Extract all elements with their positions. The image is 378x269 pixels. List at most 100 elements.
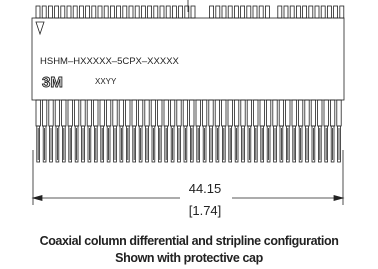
date-code: XXYY bbox=[95, 77, 117, 86]
pin-base bbox=[190, 100, 194, 126]
pin-base bbox=[311, 100, 315, 126]
top-pin bbox=[315, 6, 319, 18]
pin-base bbox=[266, 100, 270, 126]
top-pin bbox=[216, 6, 220, 18]
top-pin bbox=[234, 6, 238, 18]
pin-base bbox=[132, 100, 136, 126]
pin-base bbox=[87, 100, 91, 126]
part-number: HSHM–HXXXXX–5CPX–XXXXX bbox=[40, 56, 180, 67]
dimension-inch: [1.74] bbox=[189, 203, 222, 218]
top-pin bbox=[179, 6, 183, 18]
top-pin bbox=[303, 6, 307, 18]
logo: 3M bbox=[42, 74, 63, 91]
pin-base bbox=[215, 100, 219, 126]
pin-base bbox=[49, 100, 53, 126]
pin-base bbox=[170, 100, 174, 126]
pin-base bbox=[36, 100, 40, 126]
pin-base bbox=[298, 100, 302, 126]
pin-base bbox=[94, 100, 98, 126]
top-pin bbox=[135, 6, 139, 18]
pin-base bbox=[234, 100, 238, 126]
top-pin bbox=[247, 6, 251, 18]
top-pin bbox=[172, 6, 176, 18]
pin-base bbox=[279, 100, 283, 126]
top-pin bbox=[73, 6, 77, 18]
top-pin bbox=[222, 6, 226, 18]
top-pin bbox=[278, 6, 282, 18]
pin-base bbox=[241, 100, 245, 126]
top-pin bbox=[321, 6, 325, 18]
pin-base bbox=[106, 100, 110, 126]
pin-base bbox=[202, 100, 206, 126]
pin-base bbox=[81, 100, 85, 126]
pin-base bbox=[337, 100, 341, 126]
pin-base bbox=[196, 100, 200, 126]
top-pin bbox=[123, 6, 127, 18]
pin-base bbox=[100, 100, 104, 126]
top-pin bbox=[61, 6, 65, 18]
pin-base bbox=[260, 100, 264, 126]
pin-base bbox=[209, 100, 213, 126]
caption-line: Coaxial column differential and striplin… bbox=[40, 234, 339, 248]
pin-base bbox=[42, 100, 46, 126]
top-pin bbox=[265, 6, 269, 18]
pin-base bbox=[222, 100, 226, 126]
pin-base bbox=[247, 100, 251, 126]
top-pin bbox=[55, 6, 59, 18]
pin-base bbox=[55, 100, 59, 126]
top-pin bbox=[296, 6, 300, 18]
pin-base bbox=[305, 100, 309, 126]
pin-base bbox=[318, 100, 322, 126]
top-pin bbox=[340, 6, 344, 18]
pin-base bbox=[62, 100, 66, 126]
top-pin bbox=[290, 6, 294, 18]
top-pin bbox=[166, 6, 170, 18]
top-pin bbox=[309, 6, 313, 18]
top-pin bbox=[98, 6, 102, 18]
pin-base bbox=[151, 100, 155, 126]
top-pin bbox=[160, 6, 164, 18]
pin-base bbox=[164, 100, 168, 126]
top-pin bbox=[154, 6, 158, 18]
pin-base bbox=[68, 100, 72, 126]
top-pin bbox=[104, 6, 108, 18]
top-pin bbox=[241, 6, 245, 18]
top-pin bbox=[210, 6, 214, 18]
caption-line: Shown with protective cap bbox=[115, 251, 263, 265]
top-pin bbox=[253, 6, 257, 18]
pin-base bbox=[119, 100, 123, 126]
top-pin bbox=[284, 6, 288, 18]
pin-base bbox=[254, 100, 258, 126]
top-pin bbox=[327, 6, 331, 18]
pin-base bbox=[74, 100, 78, 126]
top-pin bbox=[148, 6, 152, 18]
outline bbox=[32, 0, 344, 205]
top-pin bbox=[141, 6, 145, 18]
dimension-mm: 44.15 bbox=[189, 181, 222, 196]
pin-base bbox=[228, 100, 232, 126]
pin-base bbox=[145, 100, 149, 126]
pin-base bbox=[273, 100, 277, 126]
pin-base bbox=[177, 100, 181, 126]
pin-base bbox=[183, 100, 187, 126]
top-pin bbox=[79, 6, 83, 18]
top-pin bbox=[228, 6, 232, 18]
pin-base bbox=[286, 100, 290, 126]
pin-base bbox=[330, 100, 334, 126]
top-pin bbox=[36, 6, 40, 18]
pin-base bbox=[158, 100, 162, 126]
top-pin bbox=[129, 6, 133, 18]
top-pin bbox=[334, 6, 338, 18]
top-pin bbox=[110, 6, 114, 18]
top-pin bbox=[117, 6, 121, 18]
top-pin bbox=[259, 6, 263, 18]
pin-base bbox=[292, 100, 296, 126]
pin-one-marker bbox=[36, 22, 44, 34]
drawing: HSHM–HXXXXX–5CPX–XXXXX 3M XXYY 44.15 [1.… bbox=[0, 0, 378, 269]
top-pin bbox=[191, 6, 195, 18]
top-pin bbox=[67, 6, 71, 18]
top-pin bbox=[48, 6, 52, 18]
top-pin bbox=[42, 6, 46, 18]
pin-base bbox=[324, 100, 328, 126]
pin-base bbox=[138, 100, 142, 126]
